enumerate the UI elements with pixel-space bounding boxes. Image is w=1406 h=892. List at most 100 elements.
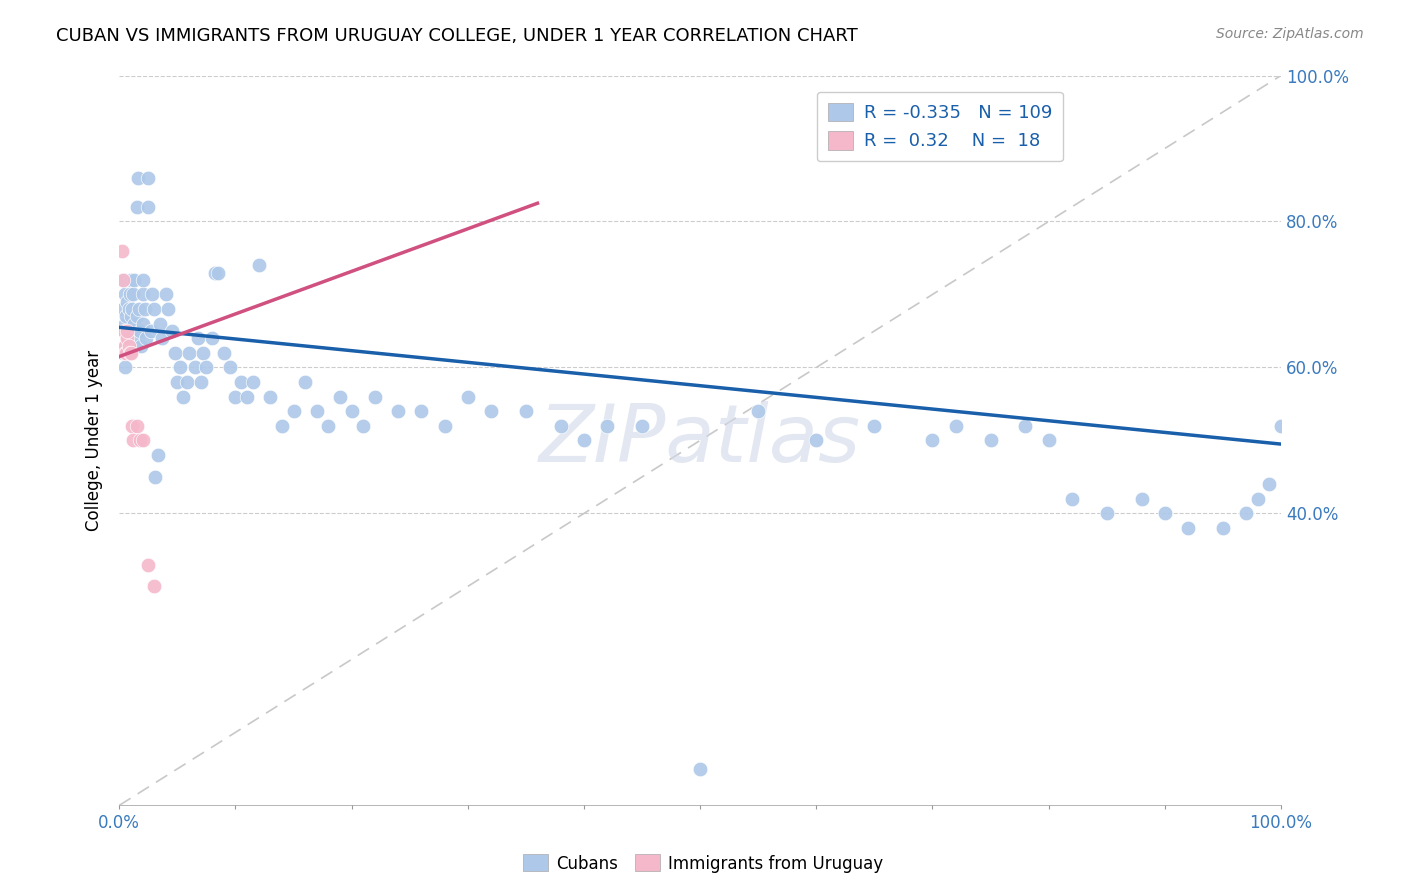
Text: CUBAN VS IMMIGRANTS FROM URUGUAY COLLEGE, UNDER 1 YEAR CORRELATION CHART: CUBAN VS IMMIGRANTS FROM URUGUAY COLLEGE… (56, 27, 858, 45)
Point (136, 558, 159, 572)
Point (124, 273, 146, 287)
Point (118, 287, 141, 301)
Point (112, 324, 135, 338)
Point (160, 324, 183, 338)
Legend: R = -0.335   N = 109, R =  0.32    N =  18: R = -0.335 N = 109, R = 0.32 N = 18 (817, 92, 1063, 161)
Point (124, 317, 146, 331)
Point (125, 200, 148, 214)
Point (117, 301, 139, 316)
Point (149, 317, 172, 331)
Point (150, 331, 173, 345)
Point (143, 301, 166, 316)
Point (121, 331, 143, 345)
Point (131, 287, 153, 301)
Point (122, 434, 145, 448)
Point (114, 317, 136, 331)
Point (166, 375, 188, 389)
Point (117, 331, 139, 345)
Point (340, 404, 363, 418)
Point (131, 317, 153, 331)
Point (118, 346, 141, 360)
Point (515, 404, 537, 418)
Y-axis label: College, Under 1 year: College, Under 1 year (86, 350, 103, 531)
Point (111, 273, 134, 287)
Point (1247, 491, 1270, 506)
Point (125, 418, 148, 433)
Point (201, 331, 224, 345)
Point (195, 360, 218, 375)
Point (111, 301, 134, 316)
Point (172, 390, 194, 404)
Point (127, 170, 149, 185)
Point (1212, 521, 1234, 535)
Point (187, 331, 209, 345)
Point (457, 390, 479, 404)
Point (157, 301, 180, 316)
Point (117, 346, 139, 360)
Point (1270, 418, 1292, 433)
Point (129, 434, 152, 448)
Point (136, 170, 159, 185)
Point (1177, 521, 1199, 535)
Point (169, 360, 191, 375)
Point (124, 338, 146, 352)
Legend: Cubans, Immigrants from Uruguay: Cubans, Immigrants from Uruguay (516, 847, 890, 880)
Point (1153, 507, 1175, 521)
Point (596, 418, 619, 433)
Point (1014, 418, 1036, 433)
Point (114, 360, 136, 375)
Point (1130, 491, 1153, 506)
Point (1060, 491, 1083, 506)
Point (131, 434, 153, 448)
Point (114, 338, 136, 352)
Point (155, 287, 177, 301)
Point (247, 258, 270, 272)
Point (114, 346, 136, 360)
Point (122, 324, 145, 338)
Point (143, 579, 166, 593)
Point (231, 375, 253, 389)
Point (141, 287, 163, 301)
Point (139, 324, 162, 338)
Point (117, 338, 139, 352)
Point (176, 375, 198, 389)
Point (411, 404, 433, 418)
Point (125, 310, 148, 324)
Point (110, 244, 132, 258)
Point (118, 324, 141, 338)
Point (572, 434, 595, 448)
Point (184, 360, 207, 375)
Point (1258, 477, 1281, 491)
Point (283, 404, 305, 418)
Point (294, 375, 316, 389)
Point (128, 301, 150, 316)
Point (120, 310, 142, 324)
Point (329, 390, 352, 404)
Point (1038, 434, 1060, 448)
Point (207, 266, 229, 280)
Point (479, 404, 502, 418)
Point (224, 390, 246, 404)
Point (114, 287, 136, 301)
Point (131, 273, 153, 287)
Point (135, 331, 157, 345)
Point (112, 324, 135, 338)
Point (121, 418, 143, 433)
Point (120, 273, 142, 287)
Point (271, 418, 294, 433)
Point (318, 418, 340, 433)
Point (352, 418, 374, 433)
Text: Source: ZipAtlas.com: Source: ZipAtlas.com (1216, 27, 1364, 41)
Point (631, 418, 654, 433)
Point (136, 200, 159, 214)
Point (236, 390, 259, 404)
Point (117, 324, 139, 338)
Point (190, 375, 212, 389)
Point (131, 338, 153, 352)
Point (945, 418, 967, 433)
Point (364, 390, 387, 404)
Point (212, 346, 235, 360)
Point (259, 390, 281, 404)
Point (134, 301, 156, 316)
Point (111, 346, 134, 360)
